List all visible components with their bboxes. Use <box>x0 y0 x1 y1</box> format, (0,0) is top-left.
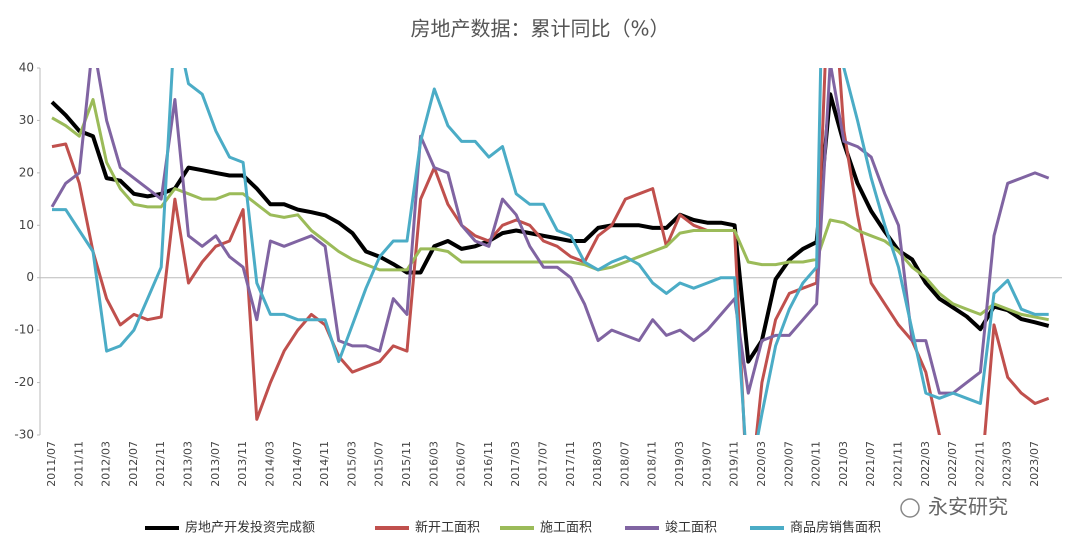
x-tick-label: 2016/11 <box>482 441 495 487</box>
chart-title: 房地产数据：累计同比（%） <box>410 17 669 41</box>
y-tick-label: 0 <box>26 270 34 284</box>
legend-label: 竣工面积 <box>665 521 717 536</box>
y-tick-label: 40 <box>19 61 34 75</box>
x-tick-label: 2020/03 <box>755 441 768 487</box>
x-tick-label: 2013/11 <box>236 441 249 487</box>
y-tick-label: 10 <box>19 218 34 232</box>
x-tick-label: 2015/03 <box>345 441 358 487</box>
watermark-text: 永安研究 <box>928 495 1008 519</box>
x-tick-label: 2014/11 <box>318 441 331 487</box>
legend-label: 商品房销售面积 <box>790 520 881 536</box>
x-tick-label: 2017/07 <box>537 441 550 487</box>
x-tick-label: 2016/03 <box>427 441 440 487</box>
x-tick-label: 2017/03 <box>509 441 522 487</box>
x-tick-label: 2022/07 <box>946 441 959 487</box>
x-tick-label: 2015/07 <box>373 441 386 487</box>
x-tick-label: 2021/03 <box>837 441 850 487</box>
x-tick-label: 2019/07 <box>700 441 713 487</box>
x-tick-label: 2014/07 <box>291 441 304 487</box>
legend-label: 新开工面积 <box>415 520 480 536</box>
y-tick-label: 20 <box>19 165 34 179</box>
legend-label: 施工面积 <box>540 521 592 536</box>
x-tick-label: 2021/07 <box>864 441 877 487</box>
x-tick-label: 2022/11 <box>973 441 986 487</box>
series-line <box>52 68 1049 435</box>
x-tick-label: 2019/11 <box>728 441 741 487</box>
x-tick-label: 2018/07 <box>618 441 631 487</box>
y-tick-label: 30 <box>19 113 34 127</box>
x-tick-label: 2023/03 <box>1001 441 1014 487</box>
x-tick-label: 2017/11 <box>564 441 577 487</box>
x-tick-label: 2021/11 <box>891 441 904 487</box>
x-tick-label: 2018/11 <box>646 441 659 487</box>
x-tick-label: 2023/07 <box>1028 441 1041 487</box>
x-tick-label: 2015/11 <box>400 441 413 487</box>
x-tick-label: 2018/03 <box>591 441 604 487</box>
x-tick-label: 2011/07 <box>45 441 58 487</box>
x-tick-label: 2019/03 <box>673 441 686 487</box>
legend-label: 房地产开发投资完成额 <box>185 520 315 536</box>
x-tick-label: 2014/03 <box>263 441 276 487</box>
plot-area <box>50 68 1050 435</box>
x-tick-label: 2020/07 <box>782 441 795 487</box>
x-tick-label: 2013/07 <box>209 441 222 487</box>
legend: 房地产开发投资完成额 新开工面积 施工面积 竣工面积 商品房销售面积 <box>145 520 881 536</box>
axes: -30 -20 -10 0 10 20 30 40 2011/07 2011/11 2012/03 2… <box>14 61 1062 487</box>
x-tick-label: 2011/11 <box>72 441 85 487</box>
y-tick-label: -30 <box>14 428 34 442</box>
watermark-icon <box>900 498 920 518</box>
x-tick-label: 2022/03 <box>919 441 932 487</box>
y-tick-label: -20 <box>14 375 34 389</box>
y-tick-label: -10 <box>14 323 34 337</box>
x-tick-label: 2012/07 <box>127 441 140 487</box>
x-tick-label: 2012/03 <box>100 441 113 487</box>
x-tick-label: 2012/11 <box>154 441 167 487</box>
x-tick-label: 2020/11 <box>810 441 823 487</box>
series-line <box>50 92 1050 364</box>
x-tick-label: 2016/07 <box>455 441 468 487</box>
x-tick-label: 2013/03 <box>182 441 195 487</box>
series-line <box>50 68 1050 395</box>
series-line <box>51 68 1050 435</box>
watermark: 永安研究 <box>900 495 1008 519</box>
series-line <box>51 98 1049 322</box>
